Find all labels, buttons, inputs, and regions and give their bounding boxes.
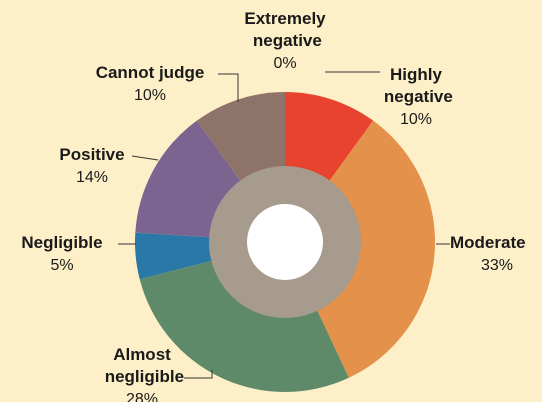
value-label: 0% <box>273 55 296 72</box>
value-label: 28% <box>126 391 158 402</box>
value-label: 14% <box>76 169 108 186</box>
category-label: Almost negligible <box>100 345 184 386</box>
category-label: Extremely negative <box>244 9 326 50</box>
leader <box>218 73 239 102</box>
value-label: 33% <box>481 257 513 274</box>
category-label: Negligible <box>21 233 102 252</box>
category-label: Moderate <box>450 233 526 252</box>
value-label: 10% <box>134 87 166 104</box>
category-label: Cannot judge <box>96 63 205 82</box>
leader <box>131 155 159 161</box>
value-label: 10% <box>400 111 432 128</box>
category-label: Positive <box>59 145 124 164</box>
center-hole <box>247 204 323 280</box>
category-label: Highly negative <box>379 65 453 106</box>
value-label: 5% <box>50 257 73 274</box>
leader <box>184 370 213 379</box>
labels: Extremely negative 0% Highly negative 10% Mo… <box>21 9 525 402</box>
